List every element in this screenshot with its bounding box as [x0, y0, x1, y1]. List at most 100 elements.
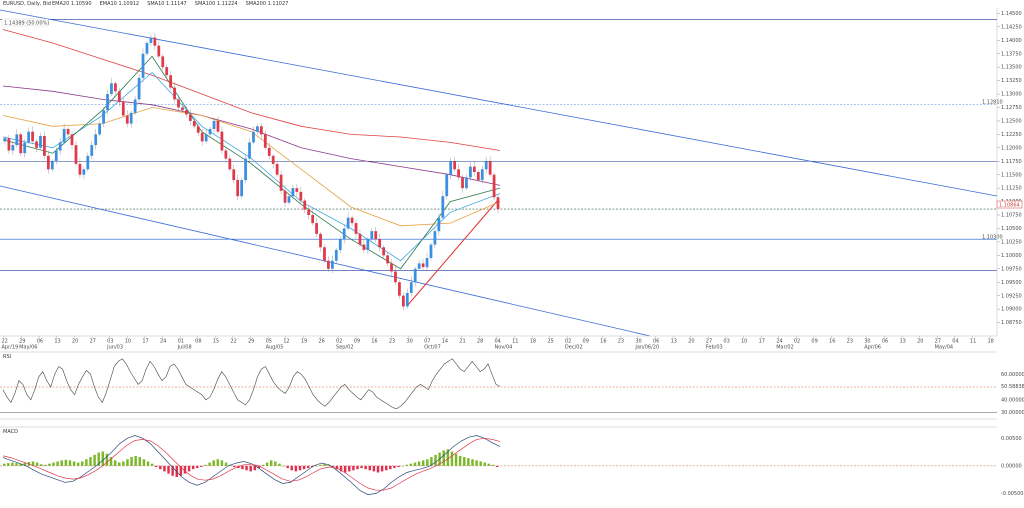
candle-body	[157, 45, 161, 57]
candle-body	[248, 142, 251, 159]
y-tick-label: 1.09750	[1001, 266, 1022, 272]
macd-histogram-bar	[44, 464, 47, 466]
macd-histogram-bar	[495, 465, 499, 467]
macd-histogram-bar	[208, 462, 211, 466]
y-tick-label: 1.09250	[1001, 293, 1022, 299]
candle-body	[27, 131, 31, 143]
candle-body	[173, 87, 176, 100]
candlesticks	[3, 33, 500, 311]
macd-y-tick-label: -0.00500	[1001, 491, 1023, 497]
candle-body	[496, 197, 500, 210]
candle-body	[102, 110, 105, 124]
candle-body	[177, 99, 180, 108]
macd-histogram-bar	[76, 462, 80, 466]
macd-histogram-bar	[417, 461, 421, 466]
candle-body	[153, 37, 157, 46]
x-tick-label: 26	[318, 339, 324, 345]
macd-histogram-bar	[138, 457, 142, 466]
current-price-tag: 1.10864	[999, 203, 1020, 209]
x-tick-label: 16	[600, 339, 606, 345]
macd-histogram-bar	[348, 465, 351, 472]
x-tick-label: 04	[495, 339, 501, 345]
x-tick-label: 27	[90, 339, 96, 345]
trend-channel	[0, 9, 998, 337]
macd-histogram-bar	[89, 457, 92, 466]
price-pane[interactable]	[0, 8, 997, 336]
x-tick-label: 22	[2, 339, 8, 345]
macd-histogram-bar	[401, 465, 404, 467]
candle-body	[480, 169, 484, 181]
indicator-label-0: EMA20 1.10590	[52, 1, 92, 7]
candle-body	[271, 155, 275, 164]
candle-body	[287, 196, 291, 203]
macd-histogram-bar	[286, 465, 289, 469]
x-tick-label: 09	[811, 339, 817, 345]
candle-body	[224, 150, 228, 159]
candle-body	[46, 155, 50, 170]
macd-histogram-bar	[479, 461, 482, 466]
macd-histogram-bar	[7, 463, 10, 466]
x-tick-label: 10	[741, 339, 747, 345]
macd-pane[interactable]	[0, 427, 997, 499]
macd-histogram-bar	[335, 465, 339, 470]
macd-histogram-bar	[52, 462, 55, 466]
x-tick-label: 04	[952, 339, 958, 345]
x-month-label: Dec/02	[565, 345, 583, 351]
x-month-label: Mar/02	[776, 345, 793, 351]
candle-body	[441, 196, 445, 218]
macd-histogram-bar	[39, 464, 43, 466]
candle-body	[244, 158, 247, 181]
x-tick-label: 27	[935, 339, 941, 345]
candle-body	[358, 233, 362, 245]
candle-body	[11, 145, 15, 151]
candle-body	[43, 135, 46, 156]
candle-body	[413, 268, 417, 283]
macd-histogram-bar	[302, 465, 306, 470]
macd-histogram-bar	[171, 465, 174, 476]
candle-body	[472, 166, 476, 172]
candle-body	[382, 247, 386, 256]
macd-histogram-bar	[142, 459, 146, 466]
macd-histogram-bar	[68, 460, 72, 466]
candle-body	[165, 67, 169, 76]
x-tick-label: 11	[970, 339, 976, 345]
macd-histogram-bar	[224, 462, 228, 466]
candle-body	[188, 114, 192, 121]
x-tick-label: 28	[477, 339, 483, 345]
candle-body	[476, 172, 480, 181]
x-tick-label: 18	[530, 339, 536, 345]
macd-histogram-bar	[118, 462, 121, 466]
candle-body	[342, 228, 346, 240]
candle-body	[362, 244, 366, 250]
macd-histogram-bar	[475, 460, 478, 466]
macd-histogram-bar	[113, 460, 117, 466]
candle-body	[169, 75, 173, 88]
candle-body	[390, 263, 393, 272]
macd-histogram-bar	[430, 457, 433, 466]
macd-indicator: MACD 0.00500 0.00000 -0.00500	[0, 426, 1023, 497]
macd-y-tick-label: 0.00000	[1001, 463, 1022, 469]
x-month-label: Jan/06/20	[634, 345, 659, 351]
macd-histogram-bar	[93, 454, 96, 466]
candle-body	[421, 263, 425, 268]
x-tick-label: 09	[354, 339, 360, 345]
macd-histogram-bar	[105, 453, 109, 466]
level-label-lower: 1.10300	[982, 234, 1003, 240]
macd-histogram-bar	[454, 453, 458, 466]
candle-body	[445, 174, 449, 197]
rsi-y-tick-label: 60.00000	[1001, 372, 1024, 378]
macd-histogram-bar	[405, 464, 408, 466]
y-tick-label: 1.12000	[1001, 145, 1022, 151]
candle-body	[283, 190, 287, 203]
y-tick-label: 1.09500	[1001, 280, 1022, 286]
macd-histogram-bar	[122, 461, 125, 466]
ma-line-ema10	[2, 71, 501, 262]
y-tick-label: 1.10000	[1001, 253, 1022, 259]
candle-body	[181, 107, 184, 111]
macd-histogram-bar	[183, 465, 187, 474]
x-tick-label: 22	[230, 339, 236, 345]
macd-histogram-bar	[352, 465, 355, 471]
x-tick-label: 17	[142, 339, 148, 345]
